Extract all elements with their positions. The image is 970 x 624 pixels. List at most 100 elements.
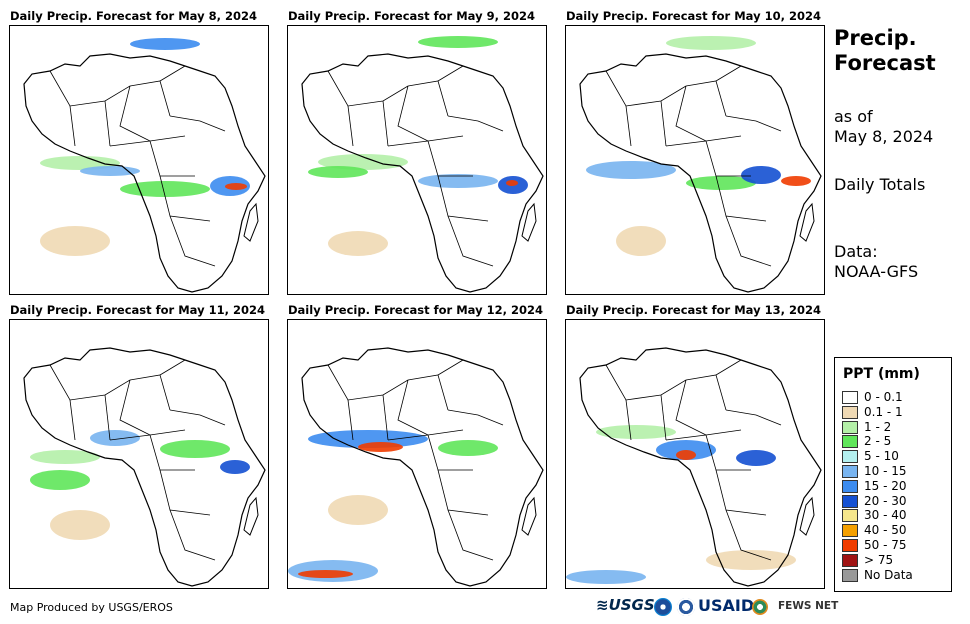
fews-globe-icon <box>752 599 768 615</box>
legend-label: > 75 <box>864 552 894 567</box>
country-border <box>725 509 772 561</box>
country-border <box>447 409 504 426</box>
precip-patch <box>741 166 781 184</box>
map-canvas-6 <box>566 347 822 587</box>
forecast-map-3 <box>565 25 825 295</box>
precip-patch <box>50 510 110 540</box>
precip-patch <box>225 183 247 190</box>
data-label: Data: <box>834 242 878 261</box>
legend-swatch <box>842 553 858 567</box>
country-border <box>159 469 211 516</box>
usaid-logo: USAID <box>698 596 755 615</box>
legend-swatch <box>842 479 858 493</box>
panel-title-1: Daily Precip. Forecast for May 8, 2024 <box>10 9 257 23</box>
country-border <box>715 65 742 82</box>
legend-label: 0 - 0.1 <box>864 390 903 404</box>
fews-net-logo: FEWS NET <box>778 600 839 612</box>
country-border <box>437 359 464 376</box>
precip-patch <box>596 425 676 439</box>
precip-patch <box>666 36 756 50</box>
data-source: NOAA-GFS <box>834 262 919 281</box>
forecast-map-4 <box>9 319 269 589</box>
country-border <box>129 374 171 411</box>
africa-coastline <box>23 347 266 587</box>
precip-patch <box>90 430 140 446</box>
precip-patch <box>328 495 388 525</box>
legend-label: 10 - 15 <box>864 464 907 478</box>
legend-swatch <box>842 509 858 523</box>
legend-label: No Data <box>864 567 913 582</box>
madagascar-outline <box>799 202 815 242</box>
madagascar-outline <box>243 202 259 242</box>
forecast-map-1 <box>9 25 269 295</box>
country-border <box>685 374 727 411</box>
country-border <box>605 70 687 107</box>
legend-label: 1 - 2 <box>864 419 892 434</box>
country-border <box>109 135 186 147</box>
legend-label: 30 - 40 <box>864 508 907 523</box>
panel-title-2: Daily Precip. Forecast for May 9, 2024 <box>288 9 535 23</box>
map-canvas-5 <box>288 347 544 587</box>
map-canvas-3 <box>579 36 822 293</box>
precip-patch <box>686 176 756 190</box>
country-border <box>69 399 76 441</box>
country-border <box>685 80 727 117</box>
forecast-map-2 <box>287 25 547 295</box>
country-border <box>437 65 464 82</box>
legend-row: 50 - 75 <box>842 538 907 552</box>
country-border <box>605 364 687 401</box>
usgs-logo: ≋USGS <box>596 596 655 614</box>
country-border <box>625 105 632 147</box>
precip-patch <box>616 226 666 256</box>
asof-label: as of <box>834 107 873 126</box>
madagascar-outline <box>799 496 815 536</box>
precip-patch <box>506 180 518 186</box>
country-border <box>725 409 782 426</box>
precip-patch <box>220 460 250 474</box>
noaa-logo-icon <box>654 598 672 616</box>
precip-patch <box>30 470 90 490</box>
legend-row: No Data <box>842 568 913 582</box>
legend-label: 20 - 30 <box>864 493 907 508</box>
legend-label: 0.1 - 1 <box>864 404 903 419</box>
country-border <box>327 70 409 107</box>
precip-patch <box>328 231 388 256</box>
panel-title-5: Daily Precip. Forecast for May 12, 2024 <box>288 303 543 317</box>
legend-row: 30 - 40 <box>842 508 907 523</box>
country-border <box>159 65 186 82</box>
legend-row: 20 - 30 <box>842 494 907 508</box>
legend-swatch <box>842 450 858 464</box>
precip-patch <box>736 450 776 466</box>
country-border <box>104 100 111 147</box>
country-border <box>660 394 667 441</box>
sidebar-title-line2: Forecast <box>834 51 936 75</box>
precip-patch <box>566 570 646 584</box>
legend-swatch <box>842 420 858 434</box>
precip-patch <box>30 450 100 464</box>
precip-patch <box>120 181 210 197</box>
legend-label: 50 - 75 <box>864 538 907 552</box>
legend-swatch <box>842 494 858 508</box>
legend-row: 40 - 50 <box>842 523 907 538</box>
country-border <box>447 215 494 267</box>
precip-patch <box>160 440 230 458</box>
country-border <box>149 140 195 177</box>
madagascar-outline <box>521 496 537 536</box>
legend-label: 2 - 5 <box>864 434 892 449</box>
country-border <box>427 140 473 177</box>
country-border <box>715 359 742 376</box>
country-border <box>665 429 742 441</box>
precip-patch <box>358 442 403 452</box>
legend-swatch <box>842 405 858 419</box>
africa-coastline <box>301 347 544 587</box>
legend-swatch <box>842 568 858 582</box>
precip-patch <box>40 226 110 256</box>
map-canvas-2 <box>301 36 544 293</box>
precip-patch <box>80 166 140 176</box>
precip-patch <box>130 38 200 50</box>
legend-row: 0 - 0.1 <box>842 390 903 404</box>
legend-label: 40 - 50 <box>864 523 907 538</box>
country-border <box>169 409 226 426</box>
country-border <box>665 135 742 147</box>
country-border <box>347 105 354 147</box>
